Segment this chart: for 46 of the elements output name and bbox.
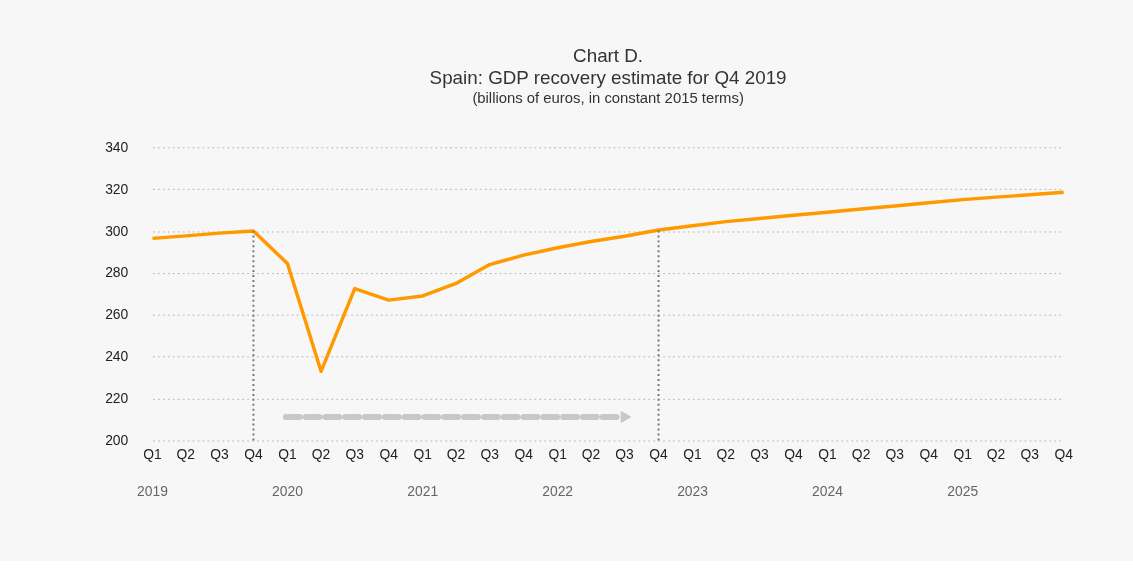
x-tick-label: Q2 (716, 446, 736, 463)
x-tick-label: Q3 (615, 446, 635, 463)
chart-title: Chart D. Spain: GDP recovery estimate for Q4 2019 (429, 45, 787, 88)
x-tick-label: Q2 (311, 446, 331, 463)
x-tick-label: Q1 (953, 446, 973, 463)
chart-subtitle: (billions of euros, in constant 2015 terms) (472, 89, 744, 106)
x-tick-label: Q1 (143, 446, 163, 463)
x-tick-label: Q1 (278, 446, 297, 463)
text: 2019 (137, 482, 169, 499)
x-tick-label: Q4 (244, 446, 263, 463)
text: 2024 (812, 482, 844, 499)
text: 2025 (947, 482, 979, 499)
x-tick-label: Q3 (345, 446, 365, 463)
y-tick-label: 280 (105, 264, 129, 281)
y-tick-label: 260 (105, 306, 129, 323)
y-tick-label: 300 (105, 222, 129, 239)
line-series (150, 190, 1066, 374)
y-tick-label: 200 (105, 431, 129, 448)
x-tick-label: Q2 (986, 446, 1006, 463)
x-tick-label: Q4 (1054, 446, 1074, 463)
x-tick-label: Q1 (413, 446, 433, 463)
y-tick-label: 240 (105, 348, 129, 365)
x-tick-label: Q4 (649, 446, 669, 463)
x-tick-label: Q2 (851, 446, 871, 463)
text: 2021 (407, 482, 439, 499)
text: 2020 (272, 482, 304, 499)
x-tick-label: Q4 (379, 446, 399, 463)
text: 2023 (677, 482, 709, 499)
x-tick-label: Q1 (548, 446, 568, 463)
y-tick-label: 320 (105, 180, 129, 197)
y-tick-label: 220 (105, 390, 129, 407)
x-tick-label: Q3 (480, 446, 500, 463)
y-tick-label: 340 (105, 138, 129, 155)
text: 2022 (542, 482, 574, 499)
x-tick-label: Q3 (210, 446, 229, 463)
x-tick-label: Q2 (176, 446, 196, 463)
x-tick-label: Q3 (750, 446, 769, 463)
x-tick-label: Q2 (446, 446, 466, 463)
x-tick-label: Q4 (784, 446, 803, 463)
x-tick-label: Q4 (919, 446, 939, 463)
x-tick-label: Q3 (1020, 446, 1040, 463)
x-tick-label: Q1 (818, 446, 838, 463)
x-tick-label: Q3 (885, 446, 905, 463)
x-tick-label: Q4 (514, 446, 534, 463)
x-tick-label: Q1 (683, 446, 703, 463)
x-tick-label: Q2 (581, 446, 601, 463)
